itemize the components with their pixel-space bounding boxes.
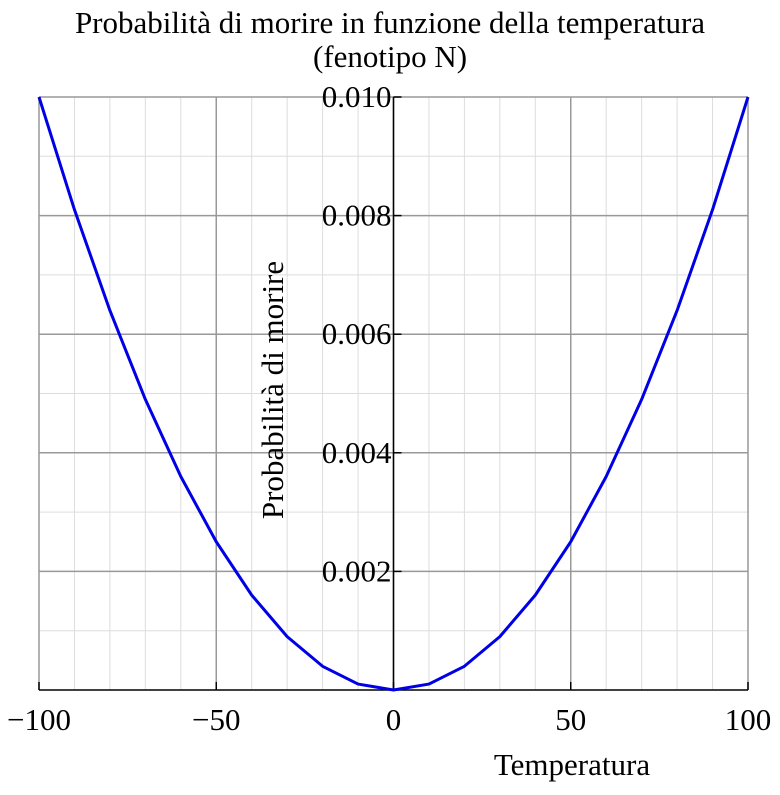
y-tick-label: 0.006 — [322, 316, 392, 351]
chart-subtitle: (fenotipo N) — [313, 39, 467, 74]
tick-labels: −100 −50 0 50 100 0.002 0.004 0.006 0.008 0.010 — [7, 79, 771, 737]
chart-title: Probabilità di morire in funzione della … — [75, 5, 705, 40]
y-tick-label: 0.010 — [322, 79, 392, 114]
y-tick-label: 0.002 — [322, 553, 392, 588]
x-tick-label: 100 — [725, 702, 772, 737]
x-tick-label: −100 — [7, 702, 71, 737]
series — [37, 96, 750, 692]
series-line — [37, 96, 750, 692]
x-tick-label: 0 — [386, 702, 402, 737]
x-tick-label: −50 — [192, 702, 240, 737]
x-axis-label: Temperatura — [494, 747, 650, 782]
y-tick-label: 0.004 — [322, 435, 392, 470]
y-axis-label: Probabilità di morire — [255, 261, 290, 519]
x-tick-label: 50 — [555, 702, 586, 737]
y-tick-label: 0.008 — [322, 198, 392, 233]
